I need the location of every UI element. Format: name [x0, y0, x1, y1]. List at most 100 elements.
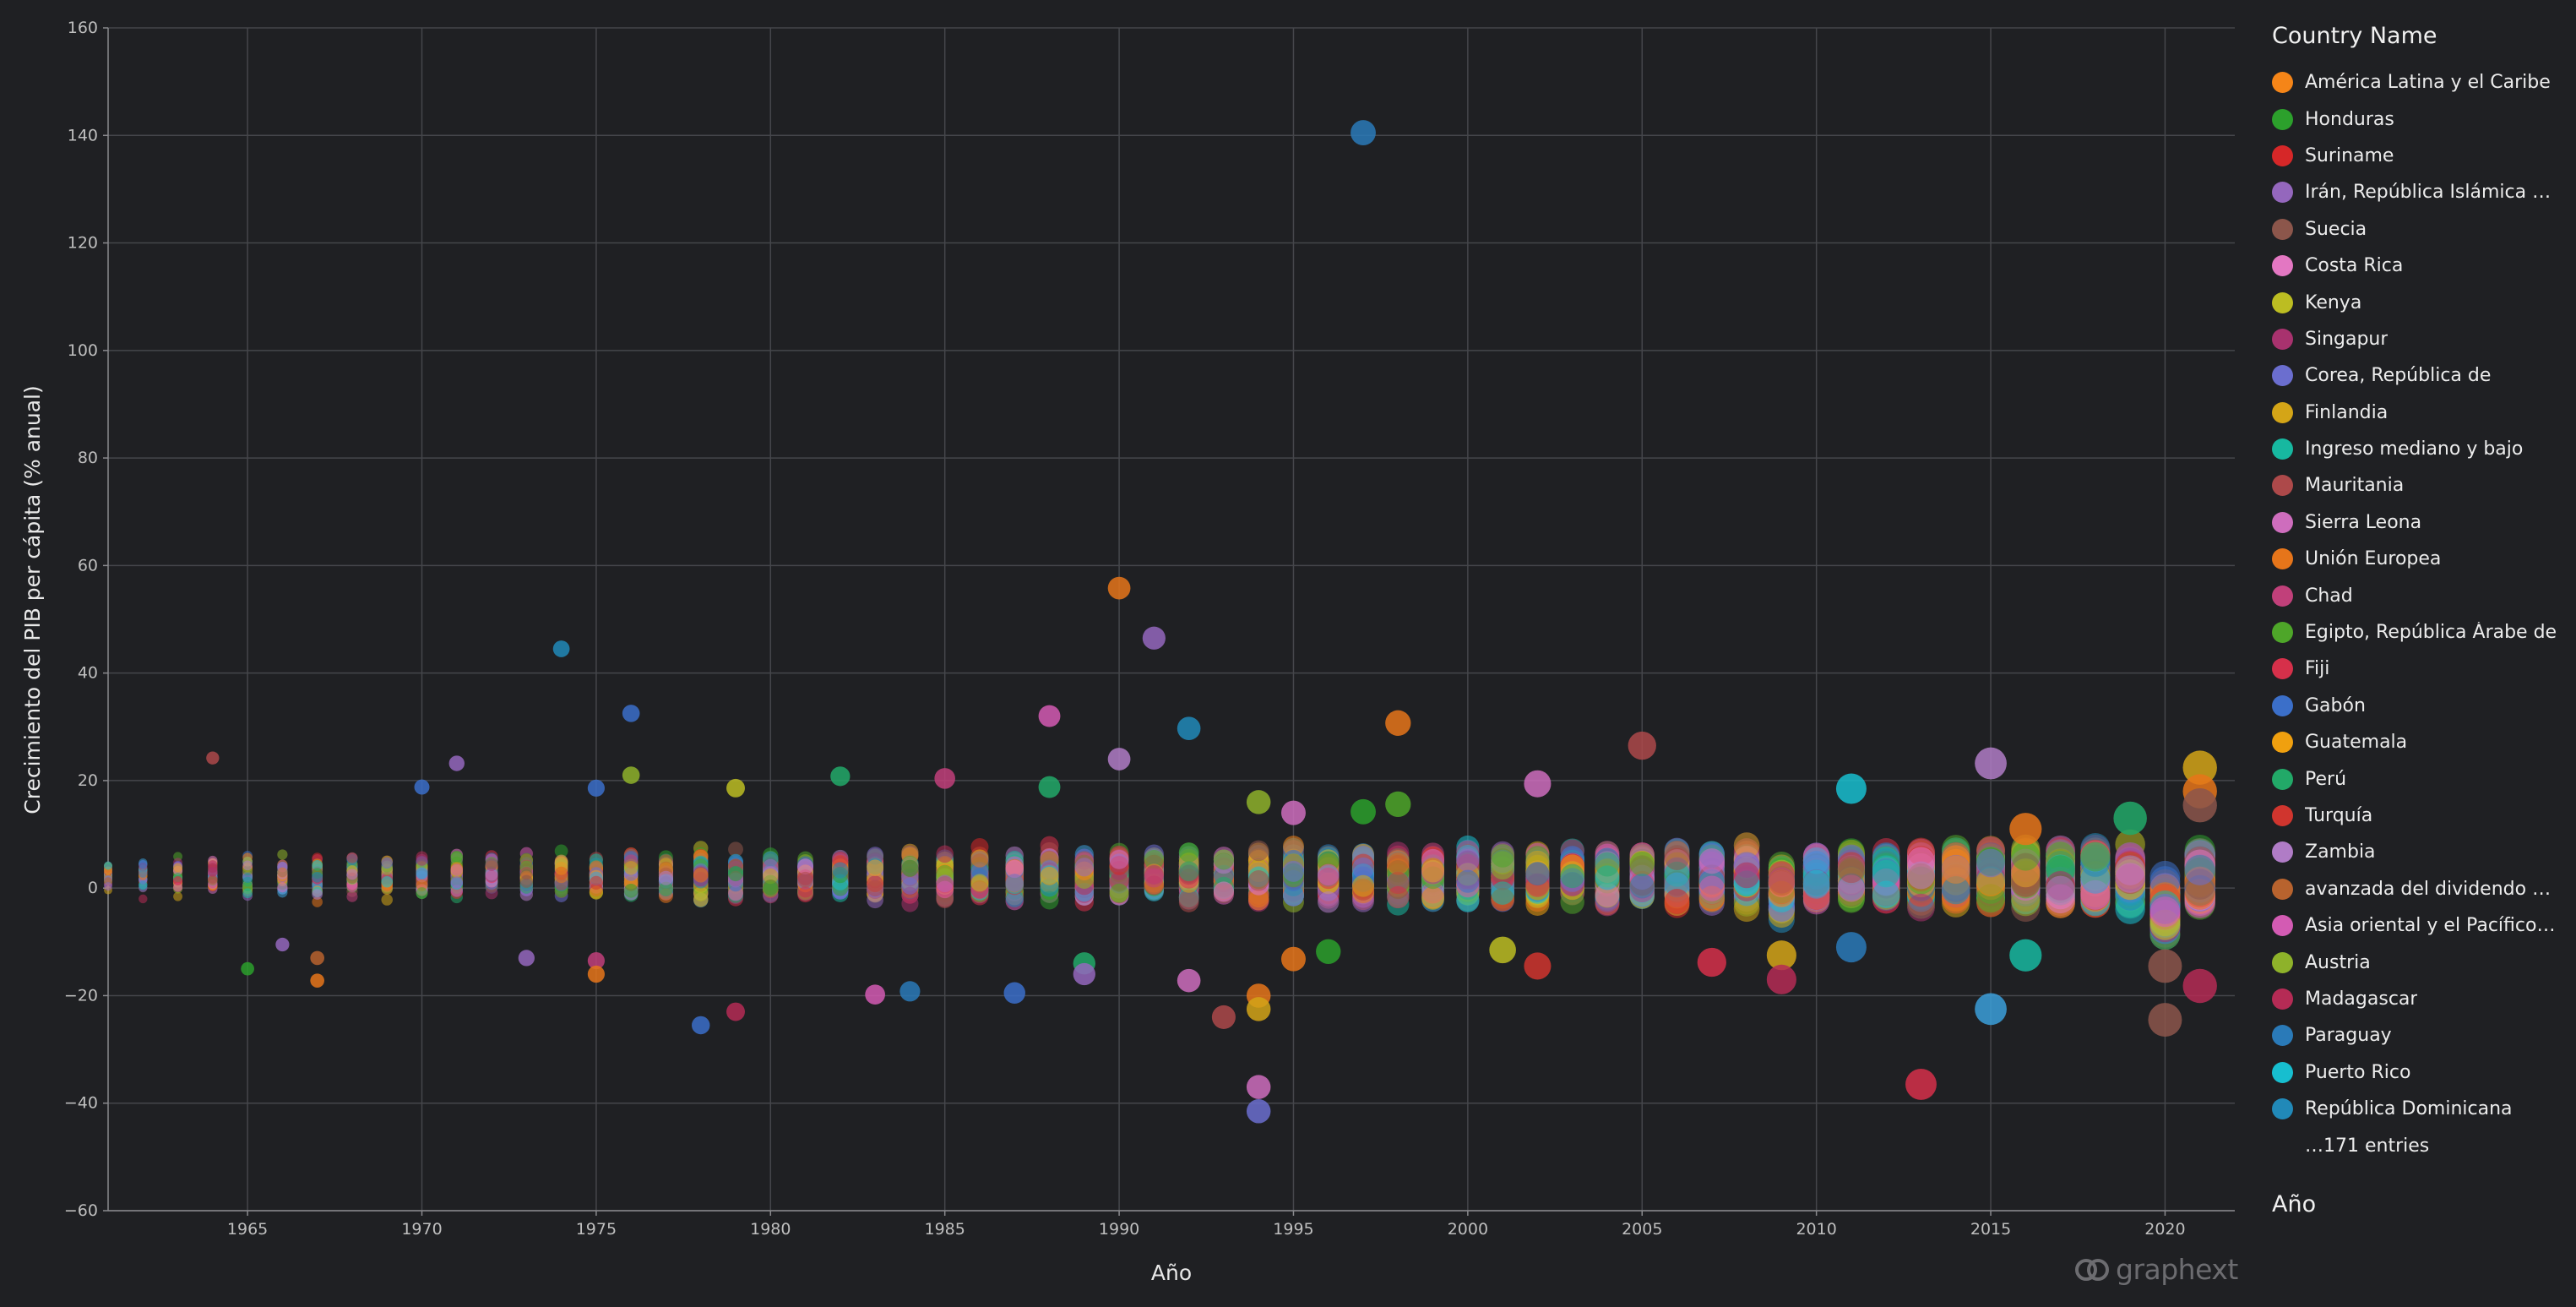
data-point — [242, 888, 253, 899]
data-point — [1907, 861, 1935, 890]
data-point — [1491, 881, 1514, 905]
data-point — [173, 882, 182, 892]
data-point — [1040, 890, 1059, 910]
data-point — [312, 860, 323, 871]
data-point — [416, 887, 428, 900]
data-point — [381, 857, 393, 869]
data-point — [554, 844, 568, 858]
data-point — [728, 866, 743, 882]
data-point — [139, 894, 148, 904]
data-point — [1178, 861, 1199, 882]
data-point — [1942, 855, 1970, 884]
data-point — [346, 852, 358, 863]
data-point — [832, 862, 849, 879]
data-point — [763, 868, 779, 885]
data-point — [1733, 862, 1760, 889]
data-point — [346, 890, 358, 902]
data-point — [312, 896, 323, 907]
data-point — [589, 885, 603, 900]
data-point — [1698, 848, 1725, 874]
data-point — [1074, 858, 1094, 877]
data-point — [797, 858, 813, 875]
data-point — [1109, 883, 1129, 903]
data-point — [1282, 860, 1304, 882]
data-point — [1560, 863, 1584, 889]
data-point — [1005, 859, 1024, 879]
data-point — [519, 874, 533, 888]
data-point — [1456, 869, 1480, 893]
data-point — [763, 880, 779, 896]
grid-lines — [108, 27, 2235, 1212]
data-point — [693, 886, 709, 901]
data-point — [208, 867, 218, 877]
data-point — [1247, 870, 1269, 891]
data-point — [1144, 868, 1164, 888]
data-point — [2011, 841, 2041, 871]
data-point — [970, 849, 989, 868]
data-point — [450, 875, 463, 889]
data-point — [623, 861, 639, 875]
data-point — [1318, 891, 1340, 913]
data-point — [1837, 856, 1865, 884]
data-point — [797, 871, 813, 888]
data-point — [416, 853, 428, 866]
data-point — [173, 876, 182, 886]
data-point — [867, 880, 883, 897]
data-point — [450, 863, 463, 876]
data-point — [346, 869, 358, 880]
data-point — [1178, 842, 1199, 863]
data-point — [1872, 880, 1900, 908]
data-point — [1802, 869, 1830, 897]
data-point — [1109, 850, 1129, 869]
data-point — [173, 863, 182, 873]
data-point — [623, 883, 639, 898]
data-point — [936, 845, 954, 863]
data-point — [658, 881, 673, 896]
data-point — [208, 874, 218, 884]
data-point — [1213, 881, 1234, 902]
data-point — [1421, 886, 1444, 909]
data-point — [485, 868, 498, 881]
data-point — [1456, 848, 1480, 873]
data-point — [450, 851, 463, 863]
data-point — [901, 859, 919, 877]
data-point — [139, 859, 148, 869]
data-point — [1421, 859, 1444, 883]
data-point — [485, 858, 498, 871]
data-point — [312, 889, 323, 900]
data-point — [381, 894, 393, 906]
data-point — [277, 867, 288, 878]
data-point — [936, 880, 954, 899]
data-point — [1525, 862, 1550, 886]
data-point — [1352, 874, 1374, 897]
data-point — [1976, 848, 2005, 878]
data-point — [2046, 875, 2075, 906]
data-point — [1387, 885, 1410, 909]
data-point — [867, 859, 883, 877]
data-point — [1491, 844, 1514, 868]
data-point — [1213, 849, 1234, 870]
data-point — [1768, 869, 1795, 896]
data-point — [728, 841, 743, 858]
data-point — [242, 860, 253, 871]
data-point — [2080, 841, 2111, 872]
data-point — [242, 873, 253, 884]
data-point — [1040, 866, 1059, 885]
data-point — [1595, 852, 1620, 877]
data-point — [1318, 863, 1340, 886]
data-point — [1629, 874, 1655, 899]
data-point — [1387, 851, 1410, 874]
data-point — [381, 876, 393, 888]
data-point — [901, 877, 919, 895]
data-point — [173, 891, 182, 901]
data-point — [277, 882, 288, 893]
data-point — [797, 886, 813, 903]
data-point — [970, 874, 989, 892]
data-point — [658, 870, 673, 885]
data-point — [104, 882, 112, 891]
data-point — [1664, 889, 1690, 914]
data-point — [693, 868, 709, 883]
data-points — [104, 120, 2217, 1124]
data-point — [312, 872, 323, 883]
